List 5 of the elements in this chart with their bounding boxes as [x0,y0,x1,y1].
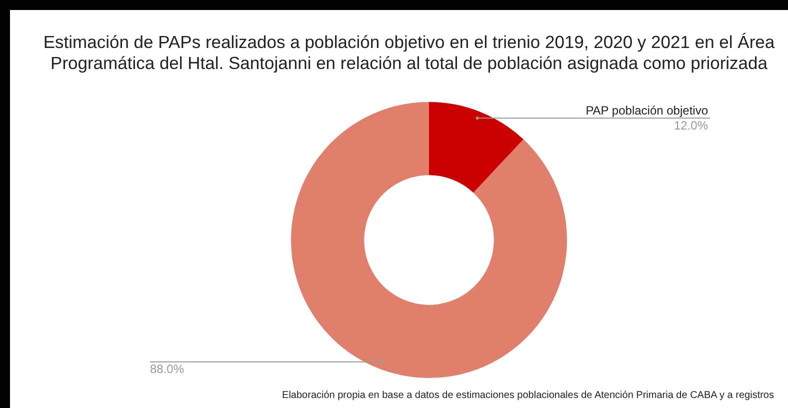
data-label: 88.0% [150,362,184,376]
data-label: 12.0% [674,118,708,132]
chart-title: Estimación de PAPs realizados a población objetivo en el trienio 2019, 2020 y 2021 en el Área Programática del Htal. Santojanni en relación al total de población asignada como priorizada [42,32,776,74]
text: Elaboración propia en base a datos de estimaciones poblacionales de Atención Primaria de CABA y a registros [282,390,774,401]
slice-label: PAP población objetivo [586,103,708,118]
